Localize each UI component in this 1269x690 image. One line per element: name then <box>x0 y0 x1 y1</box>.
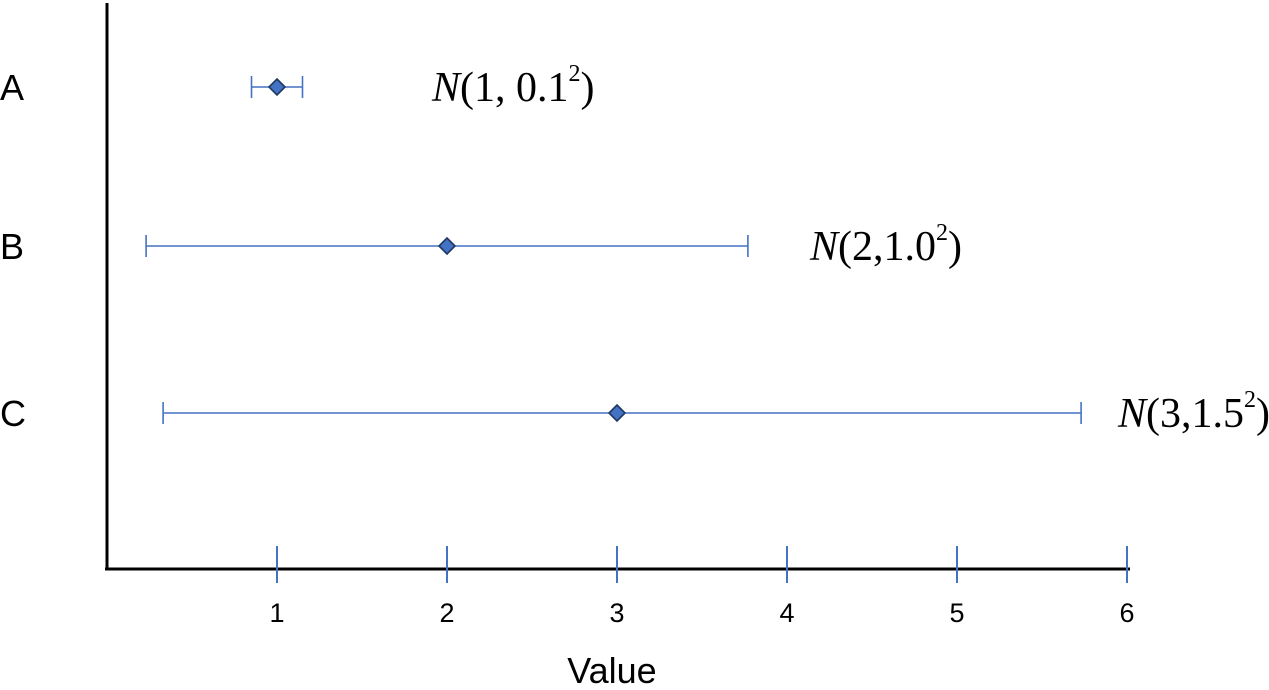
row-B: B N(2,1.02) <box>0 220 962 270</box>
annotation-B: N(2,1.02) <box>809 220 962 270</box>
row-A: A N(1, 0.12) <box>0 61 595 111</box>
x-tick-label-2: 2 <box>439 598 454 628</box>
x-tick-label-4: 4 <box>779 598 794 628</box>
series-rows: A N(1, 0.12) B N(2,1.02) C N(3,1.52) <box>0 61 1269 437</box>
x-tick-label-1: 1 <box>269 598 284 628</box>
annotation-A: N(1, 0.12) <box>431 61 595 111</box>
x-tick-label-3: 3 <box>609 598 624 628</box>
point-A <box>267 77 287 97</box>
x-tick-label-5: 5 <box>949 598 964 628</box>
point-C <box>607 403 627 423</box>
annotation-C: N(3,1.52) <box>1117 387 1269 437</box>
x-ticks: 1 2 3 4 5 6 <box>269 546 1135 628</box>
category-label-C: C <box>0 393 26 434</box>
row-C: C N(3,1.52) <box>0 387 1269 437</box>
point-B <box>437 236 457 256</box>
x-tick-label-6: 6 <box>1119 598 1134 628</box>
x-axis-title: Value <box>567 650 656 690</box>
category-label-A: A <box>0 67 24 108</box>
category-label-B: B <box>0 226 24 267</box>
